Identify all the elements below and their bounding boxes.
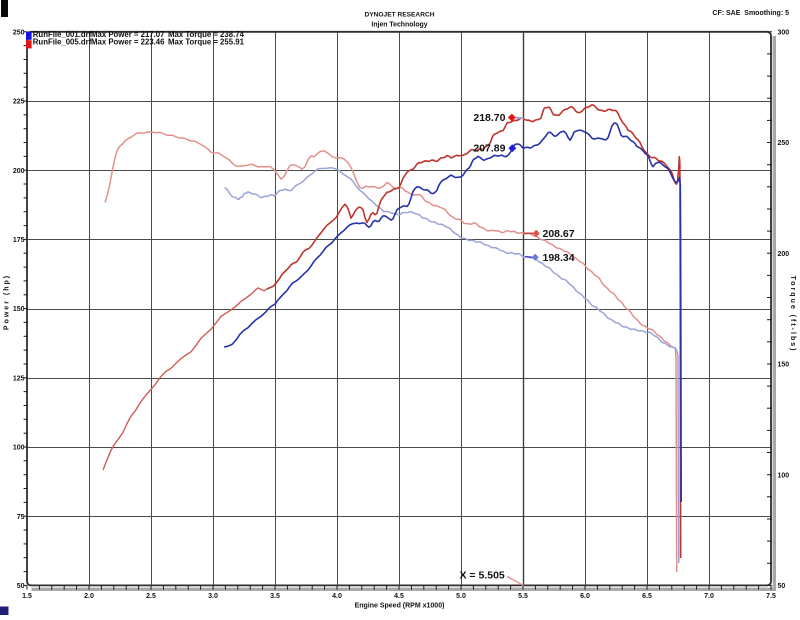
- svg-text:250: 250: [13, 29, 25, 36]
- svg-text:Power (hp): Power (hp): [4, 274, 11, 330]
- svg-text:100: 100: [778, 472, 790, 479]
- svg-text:6.0: 6.0: [580, 593, 590, 600]
- svg-text:100: 100: [13, 445, 25, 452]
- svg-text:X = 5.505: X = 5.505: [460, 570, 505, 582]
- svg-text:150: 150: [778, 362, 790, 369]
- svg-text:75: 75: [17, 514, 25, 521]
- svg-text:3.5: 3.5: [270, 593, 280, 600]
- svg-text:7.0: 7.0: [704, 593, 714, 600]
- svg-text:4.5: 4.5: [394, 593, 404, 600]
- svg-text:175: 175: [13, 237, 25, 244]
- svg-text:50: 50: [778, 583, 786, 590]
- svg-text:3.0: 3.0: [208, 593, 218, 600]
- svg-text:200: 200: [13, 168, 25, 175]
- svg-text:250: 250: [778, 140, 790, 147]
- svg-text:CF: SAE Smoothing: 5: CF: SAE Smoothing: 5: [712, 10, 789, 17]
- svg-text:Max Torque = 255.91: Max Torque = 255.91: [168, 38, 245, 47]
- svg-text:5.5: 5.5: [518, 593, 528, 600]
- svg-text:RunFile_005.drf: RunFile_005.drf: [33, 38, 92, 47]
- svg-text:50: 50: [17, 583, 25, 590]
- svg-text:2.5: 2.5: [146, 593, 156, 600]
- svg-text:Torque (ft-lbs): Torque (ft-lbs): [789, 276, 796, 353]
- svg-text:Engine Speed (RPM x1000): Engine Speed (RPM x1000): [355, 603, 445, 610]
- svg-text:218.70: 218.70: [473, 112, 505, 124]
- svg-text:208.67: 208.67: [543, 228, 575, 240]
- svg-text:Max Power = 223.46: Max Power = 223.46: [91, 38, 165, 47]
- svg-text:198.34: 198.34: [543, 252, 575, 264]
- svg-text:2.0: 2.0: [84, 593, 94, 600]
- svg-text:Injen Technology: Injen Technology: [371, 22, 427, 29]
- svg-text:200: 200: [778, 251, 790, 258]
- svg-text:5.0: 5.0: [456, 593, 466, 600]
- svg-text:300: 300: [778, 29, 790, 36]
- svg-text:150: 150: [13, 306, 25, 313]
- svg-text:125: 125: [13, 375, 25, 382]
- svg-text:207.89: 207.89: [473, 143, 505, 155]
- svg-text:225: 225: [13, 99, 25, 106]
- svg-text:1.5: 1.5: [22, 593, 32, 600]
- svg-text:DYNOJET RESEARCH: DYNOJET RESEARCH: [365, 12, 435, 19]
- svg-text:7.5: 7.5: [766, 593, 776, 600]
- svg-text:4.0: 4.0: [332, 593, 342, 600]
- svg-text:6.5: 6.5: [642, 593, 652, 600]
